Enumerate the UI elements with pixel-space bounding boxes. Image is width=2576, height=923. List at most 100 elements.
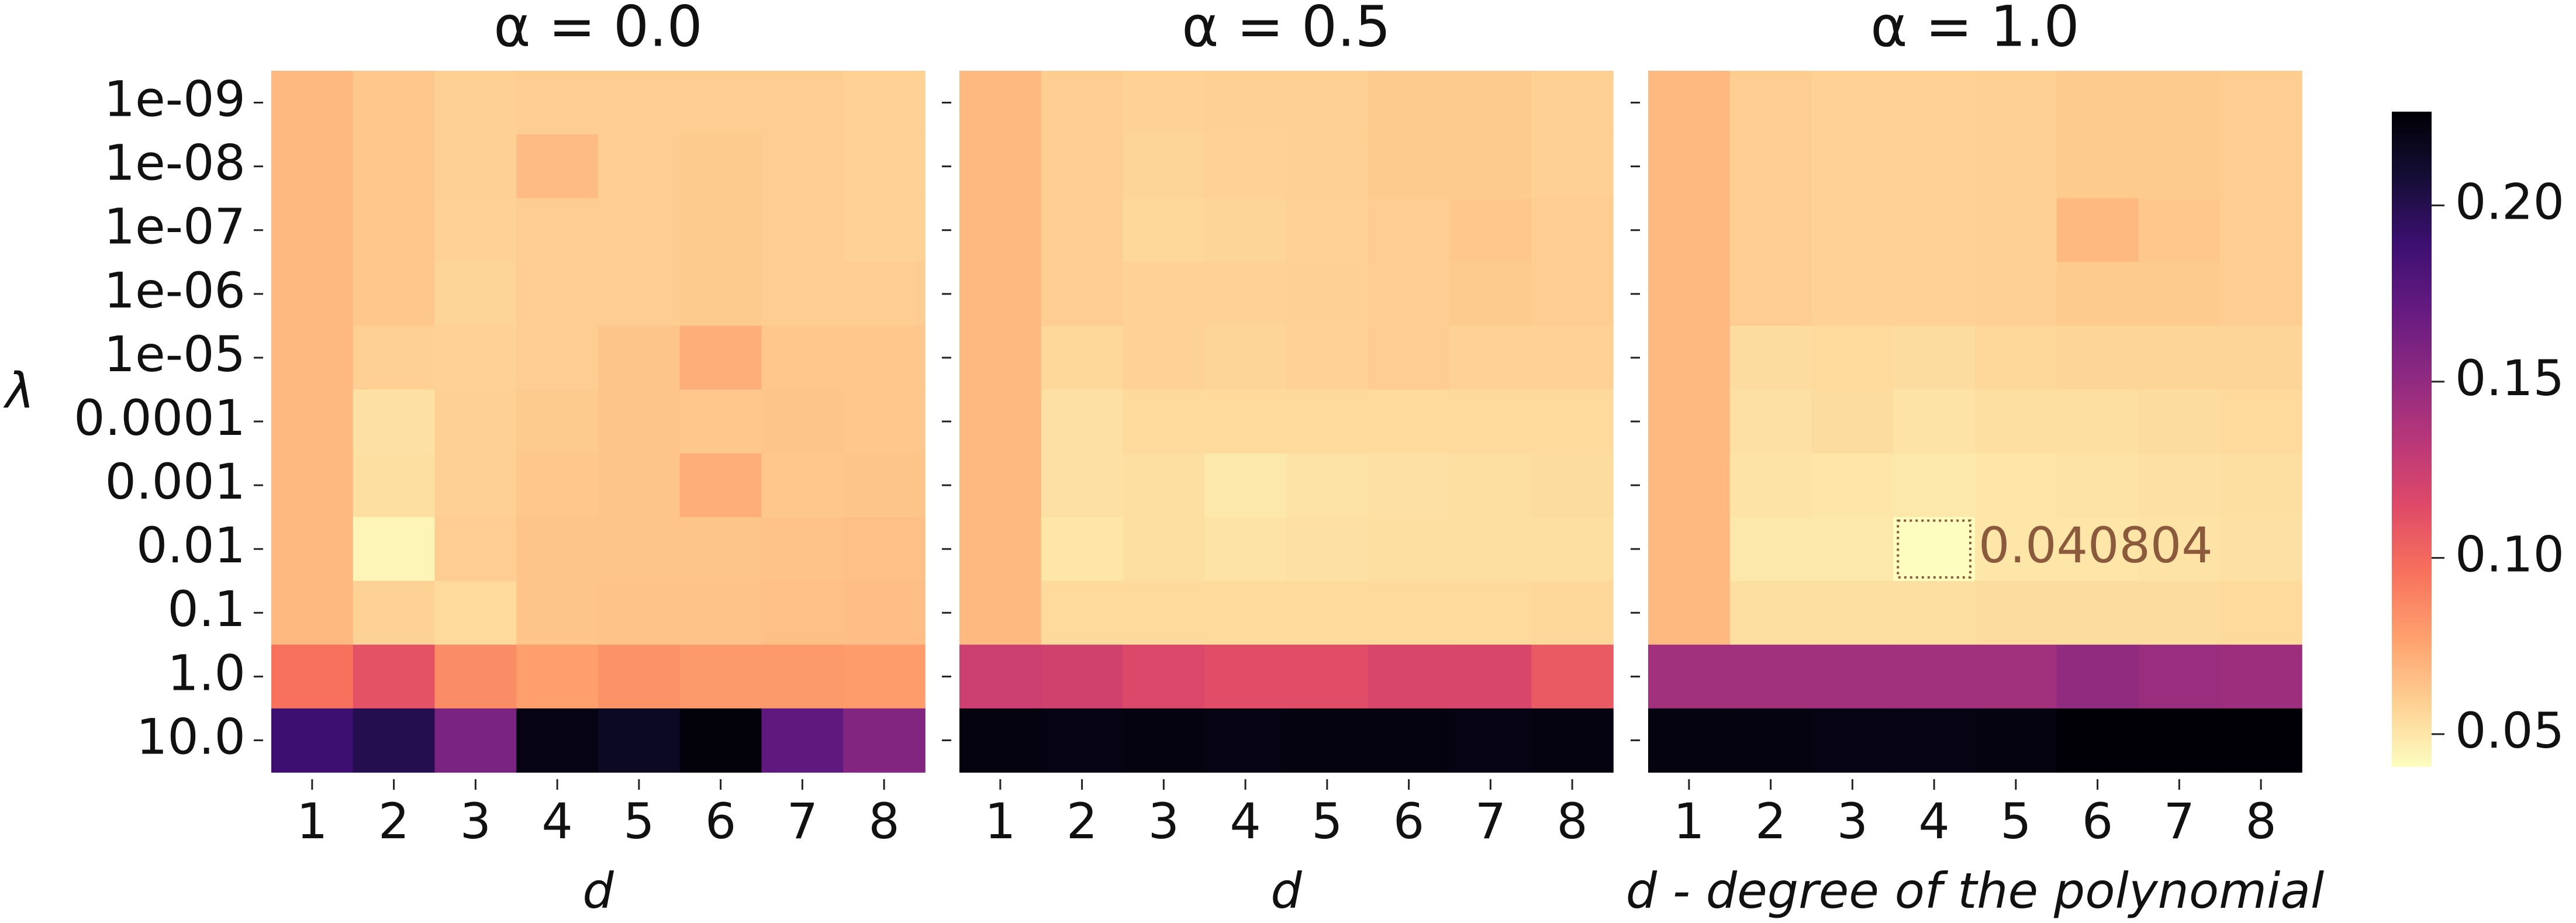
heatmap-cell <box>1368 262 1451 327</box>
heatmap-cell <box>959 580 1042 645</box>
heatmap-cell <box>1123 644 1206 709</box>
annotation: 0.040804 <box>1978 517 2213 574</box>
colorbar-tick-label: 0.10 <box>2455 526 2564 583</box>
panel-title: α = 1.0 <box>1870 0 2079 59</box>
heatmap-cell <box>2220 453 2302 518</box>
heatmap-cell <box>1648 262 1731 327</box>
heatmap-cell <box>271 453 354 518</box>
heatmap-cell <box>1729 644 1812 709</box>
heatmap-cell <box>434 389 517 454</box>
heatmap-cell <box>1648 198 1731 263</box>
heatmap-cell <box>2056 517 2139 582</box>
heatmap-cell <box>2056 198 2139 263</box>
heatmap-cell <box>1729 71 1812 135</box>
heatmap-cell <box>434 517 517 582</box>
x-tick-label: 1 <box>1673 793 1704 850</box>
heatmap-cell <box>1123 134 1206 199</box>
heatmap-cell <box>1449 453 1532 518</box>
heatmap-cell <box>1041 708 1124 773</box>
heatmap-cell <box>2056 708 2139 773</box>
heatmap-cell <box>516 644 599 709</box>
heatmap-cell <box>1123 198 1206 263</box>
x-axis-label: d - degree of the polynomial <box>1626 862 2325 919</box>
heatmap-cell <box>353 580 436 645</box>
heatmap-cell <box>434 580 517 645</box>
heatmap-cell <box>1893 198 1976 263</box>
heatmap-cell <box>761 262 844 327</box>
heatmap-cell <box>1368 453 1451 518</box>
heatmap-cell <box>843 198 926 263</box>
heatmap-cell <box>959 134 1042 199</box>
heatmap-cell <box>1811 644 1894 709</box>
heatmap-cell <box>1041 326 1124 390</box>
heatmap-cell <box>271 198 354 263</box>
x-tick-label: 2 <box>1066 793 1097 850</box>
heatmap-cell <box>959 198 1042 263</box>
heatmap-cell <box>1368 580 1451 645</box>
heatmap-cell <box>598 198 681 263</box>
heatmap-cell <box>2056 453 2139 518</box>
heatmap-cell <box>843 262 926 327</box>
heatmap-cell <box>843 326 926 390</box>
heatmap-cell <box>2138 644 2221 709</box>
heatmap-cell <box>679 262 762 327</box>
heatmap-cell <box>1531 262 1614 327</box>
heatmap-cell <box>1648 326 1731 390</box>
heatmap-cell <box>1449 262 1532 327</box>
x-tick-label: 7 <box>787 793 818 850</box>
heatmap-cell <box>843 517 926 582</box>
heatmap-cell <box>1531 453 1614 518</box>
y-tick-label: 1e-05 <box>104 326 246 383</box>
heatmap-cell <box>1811 708 1894 773</box>
heatmap-cell <box>1975 708 2057 773</box>
heatmap-cell <box>1975 644 2057 709</box>
colorbar <box>2392 112 2432 767</box>
x-tick-label: 7 <box>1475 793 1506 850</box>
heatmap-cell <box>761 453 844 518</box>
heatmap-cell <box>598 580 681 645</box>
heatmap-cell <box>1648 389 1731 454</box>
heatmap-cell <box>1449 198 1532 263</box>
heatmap-cell <box>434 644 517 709</box>
heatmap-cell <box>1531 326 1614 390</box>
heatmap-cell <box>353 262 436 327</box>
heatmap-cell <box>2138 71 2221 135</box>
heatmap-cell <box>1531 644 1614 709</box>
heatmap-cell <box>2220 326 2302 390</box>
heatmap-cell <box>959 517 1042 582</box>
x-tick-label: 6 <box>1393 793 1424 850</box>
heatmap-cell <box>679 326 762 390</box>
heatmap-cell <box>516 134 599 199</box>
x-tick-label: 3 <box>460 793 491 850</box>
heatmap-cell <box>1449 389 1532 454</box>
heatmap-cell <box>1893 453 1976 518</box>
colorbar-tick-label: 0.15 <box>2455 350 2564 407</box>
heatmap-cell <box>1041 644 1124 709</box>
panel-title: α = 0.0 <box>493 0 702 59</box>
x-axis-label: d <box>582 862 614 919</box>
heatmap-cell <box>1123 262 1206 327</box>
y-tick-label: 0.1 <box>167 580 246 638</box>
heatmap-cell <box>959 644 1042 709</box>
heatmap-cell <box>959 708 1042 773</box>
heatmap-cell <box>1811 134 1894 199</box>
heatmap-cell <box>434 71 517 135</box>
heatmap-cell <box>271 708 354 773</box>
heatmap-cell <box>1975 71 2057 135</box>
heatmap-cell <box>1204 389 1287 454</box>
heatmap-cell <box>1811 580 1894 645</box>
highlight-box <box>1897 519 1971 579</box>
heatmap-cell <box>598 517 681 582</box>
heatmap-cell <box>598 644 681 709</box>
heatmap-cell <box>1811 198 1894 263</box>
x-tick-label: 1 <box>296 793 327 850</box>
heatmap-cell <box>1975 198 2057 263</box>
x-axis-label: d <box>1270 862 1302 919</box>
heatmap-cell <box>1811 517 1894 582</box>
heatmap-cell <box>1368 389 1451 454</box>
x-tick-label: 3 <box>1837 793 1868 850</box>
heatmap-cell <box>1123 708 1206 773</box>
heatmap-cell <box>1204 453 1287 518</box>
heatmap-cell <box>1648 71 1731 135</box>
heatmap-cell <box>761 71 844 135</box>
